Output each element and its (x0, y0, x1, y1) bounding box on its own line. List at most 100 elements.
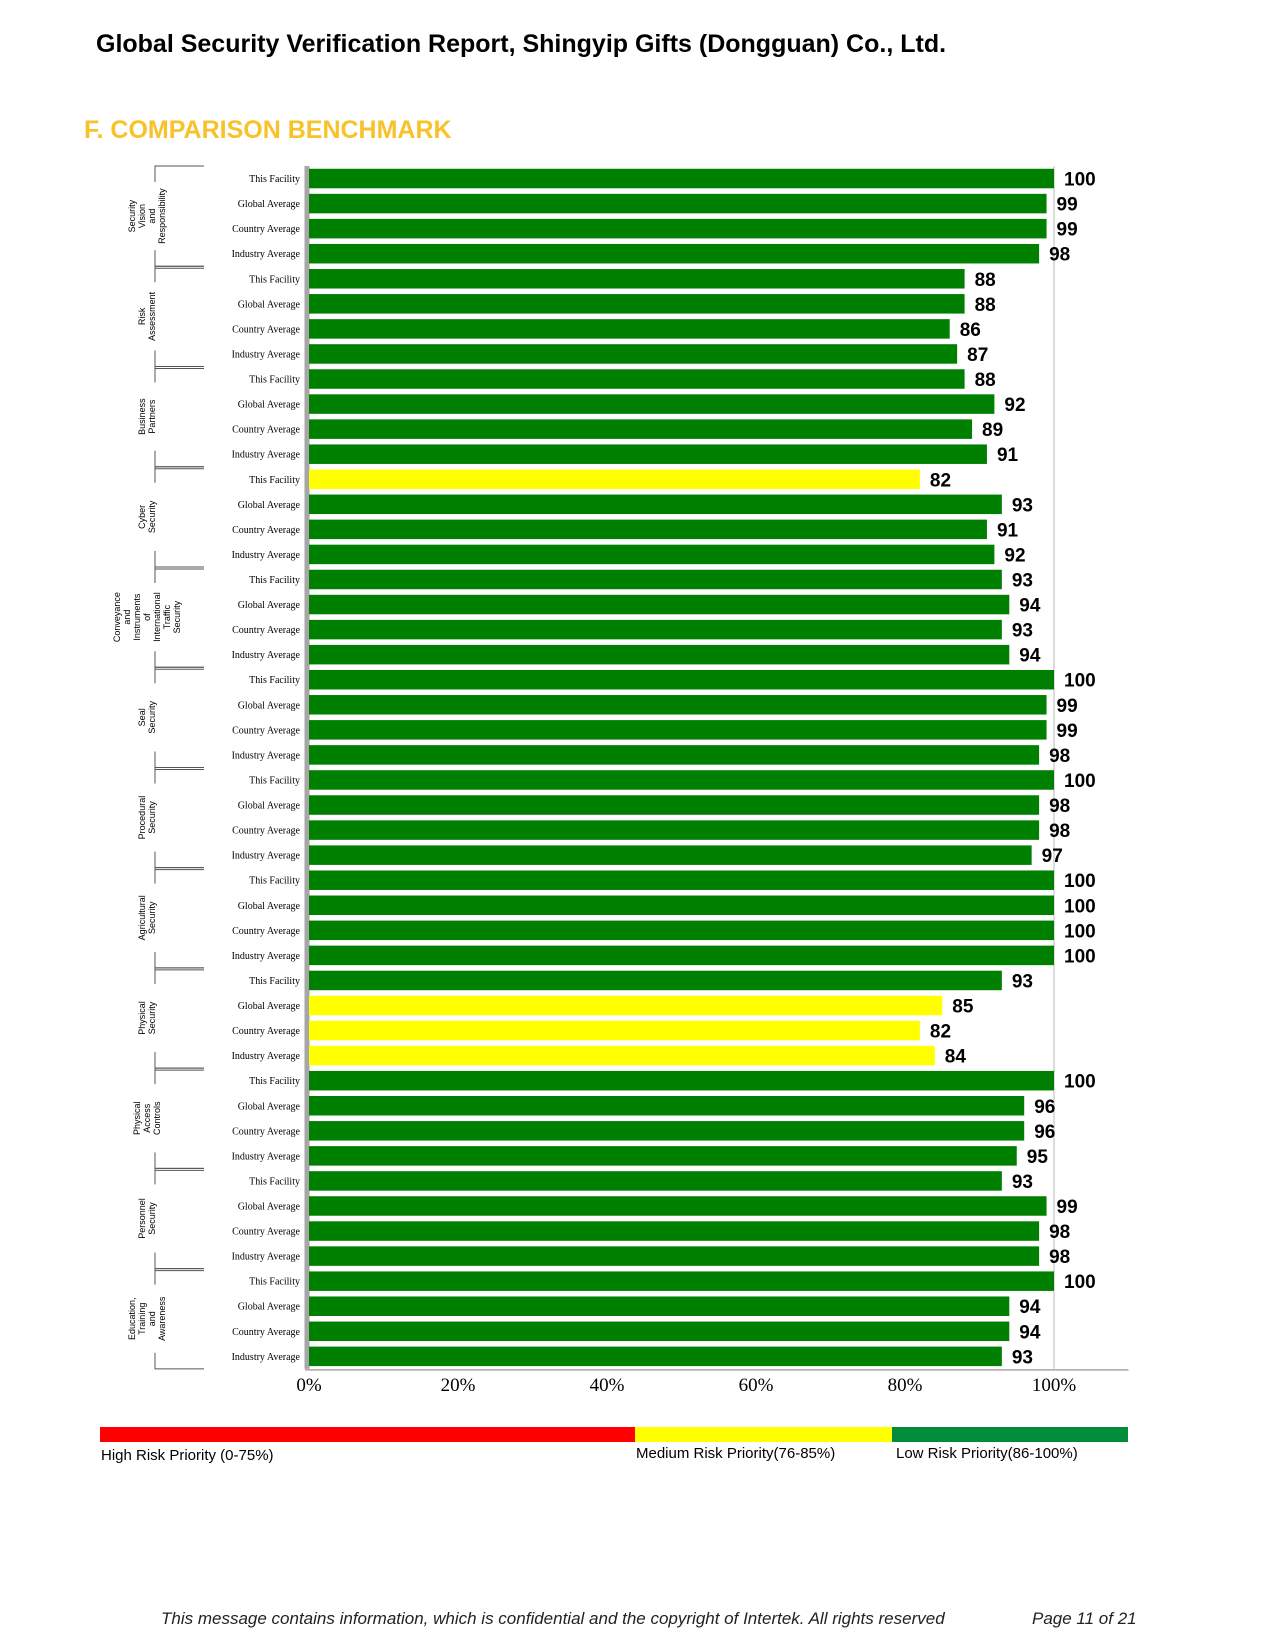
x-tick-label: 40% (590, 1375, 625, 1396)
group-bracket-bottom (154, 951, 204, 969)
bar (309, 995, 943, 1016)
bar (309, 168, 1054, 189)
row-label: Country Average (232, 425, 300, 436)
row-label: Industry Average (232, 750, 301, 761)
bar (309, 319, 950, 339)
group-label-line: Cyber (137, 505, 147, 529)
group-label-line: Personnel (137, 1198, 147, 1239)
bar (309, 1346, 1002, 1367)
group-bracket-top (154, 1067, 204, 1085)
legend-bar-high (100, 1427, 635, 1442)
data-label: 100 (1064, 896, 1096, 917)
x-tick-label: 100% (1032, 1375, 1077, 1396)
data-label: 100 (1064, 170, 1096, 191)
bar (309, 344, 958, 364)
bar (309, 770, 1054, 790)
data-label: 99 (1057, 1197, 1078, 1218)
group-bracket-bottom (154, 651, 204, 668)
row-label: Global Average (238, 1001, 301, 1012)
group-bracket-bottom (154, 1152, 204, 1169)
data-label: 100 (1064, 946, 1096, 967)
benchmark-bar-chart: 0% 20% 40% 60% 80% 100%SecurityVisionandRespo… (112, 165, 1129, 1396)
row-label: Industry Average (232, 550, 301, 561)
group-label: AgriculturalSecurity (137, 895, 157, 940)
bar (309, 1196, 1047, 1216)
data-label: 89 (982, 420, 1003, 441)
data-label: 100 (1064, 921, 1096, 942)
data-label: 85 (952, 997, 974, 1018)
group-label-line: Training (137, 1303, 147, 1335)
row-label: This Facility (249, 775, 300, 786)
row-label: Industry Average (232, 851, 301, 862)
footer-confidential-text: This message contains information, which… (161, 1609, 945, 1628)
bar (309, 594, 1010, 615)
row-label: Industry Average (232, 450, 301, 461)
group-bracket-top (154, 666, 204, 684)
bar (309, 795, 1040, 815)
data-label: 92 (1004, 395, 1025, 416)
data-label: 94 (1019, 596, 1041, 617)
legend-label-low: Low Risk Priority(86-100%) (896, 1445, 1078, 1462)
group-label-line: Instruments (132, 593, 142, 641)
group-bracket-bottom (154, 450, 204, 468)
bar (309, 569, 1002, 590)
legend-bar-low (892, 1427, 1128, 1442)
group-bracket-top (154, 1268, 204, 1285)
group-label: SecurityVisionandResponsibility (127, 188, 167, 244)
data-label: 94 (1019, 646, 1041, 667)
bar (309, 1296, 1010, 1316)
group-bracket-top (154, 1167, 204, 1185)
data-label: 88 (975, 370, 996, 391)
data-label: 96 (1034, 1097, 1055, 1118)
data-label: 98 (1049, 1222, 1070, 1243)
group-label-line: Agricultural (137, 895, 147, 940)
group-label-line: Procedural (137, 796, 147, 840)
group-label: PersonnelSecurity (137, 1198, 157, 1239)
data-label: 98 (1049, 796, 1070, 817)
group-bracket-top (154, 265, 204, 283)
group-label-line: Business (137, 398, 147, 435)
group-label: PhysicalSecurity (137, 1001, 157, 1035)
data-label: 99 (1057, 220, 1078, 241)
group-label: PhysicalAccessControls (132, 1101, 162, 1135)
group-label: Education,TrainingandAwareness (127, 1296, 167, 1341)
group-label-line: Assessment (147, 291, 157, 341)
bar (309, 669, 1054, 690)
row-label: Global Average (238, 400, 301, 411)
data-label: 99 (1057, 696, 1078, 717)
data-label: 100 (1064, 1272, 1096, 1293)
row-label: Country Average (232, 625, 300, 636)
group-bracket-bottom (154, 851, 204, 869)
bar (309, 745, 1040, 765)
bar (309, 369, 965, 389)
data-label: 100 (1064, 871, 1096, 892)
bar (309, 269, 965, 289)
data-label: 100 (1064, 671, 1096, 692)
data-label: 93 (1012, 495, 1033, 516)
row-label: Global Average (238, 600, 301, 611)
group-label-line: and (147, 209, 157, 224)
data-label: 93 (1012, 1347, 1033, 1368)
row-label: This Facility (249, 1277, 300, 1288)
data-label: 88 (975, 270, 996, 291)
bar (309, 870, 1054, 890)
bar (309, 218, 1047, 239)
group-label-line: Conveyance (112, 592, 122, 642)
group-label: ConveyanceandInstrumentsofInternationalT… (112, 592, 182, 642)
data-label: 93 (1012, 1172, 1033, 1193)
bar (309, 1221, 1040, 1241)
row-label: Country Average (232, 1327, 300, 1338)
row-label: Global Average (238, 199, 301, 210)
group-label-line: Security (147, 901, 157, 934)
row-label: Industry Average (232, 650, 301, 661)
data-label: 100 (1064, 771, 1096, 792)
report-title: Global Security Verification Report, Shi… (96, 30, 947, 58)
group-label-line: International (152, 592, 162, 642)
row-label: Country Average (232, 224, 300, 235)
group-label-line: Seal (137, 708, 147, 726)
group-bracket-top (154, 165, 204, 182)
row-label: Industry Average (232, 249, 301, 260)
bar (309, 1020, 920, 1041)
data-label: 82 (930, 470, 951, 491)
bar (309, 820, 1040, 840)
